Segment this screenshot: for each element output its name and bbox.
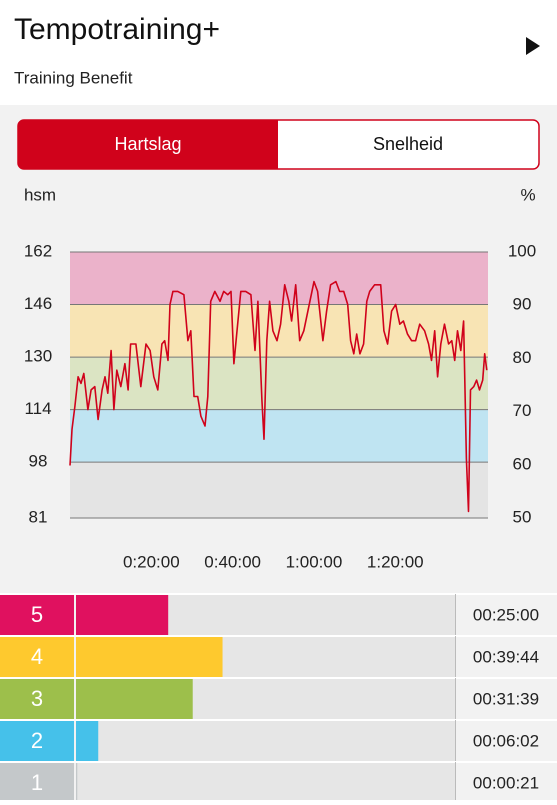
- zone-time: 00:39:44: [473, 647, 539, 666]
- play-button[interactable]: [526, 37, 540, 55]
- x-tick-label: 0:20:00: [123, 552, 180, 571]
- zone-label: 5: [31, 602, 43, 627]
- y-tick-label: 98: [29, 452, 48, 471]
- zone-row-bg: [76, 762, 455, 804]
- tab-label[interactable]: Hartslag: [114, 134, 181, 154]
- zone-label-cell: [0, 678, 74, 720]
- zone-time: 00:00:21: [473, 773, 539, 792]
- y2-tick-label: 100: [508, 241, 536, 260]
- time-cell: [456, 720, 557, 762]
- zone-label-cell: [0, 636, 74, 678]
- x-tick-label: 1:20:00: [367, 552, 424, 571]
- zone-band: [70, 462, 488, 518]
- zone-label-cell: [0, 594, 74, 636]
- tab-label[interactable]: Snelheid: [373, 134, 443, 154]
- y-tick-label: 130: [24, 347, 52, 366]
- y2-tick-label: 50: [513, 507, 532, 526]
- zone-bar: [76, 678, 193, 720]
- zone-label-cell: [0, 720, 74, 762]
- y-tick-label: 162: [24, 241, 52, 260]
- time-cell: [456, 678, 557, 720]
- y-tick-label: 81: [29, 507, 48, 526]
- zone-label: 4: [31, 644, 43, 669]
- zone-bar: [76, 594, 169, 636]
- zone-label: 1: [31, 770, 43, 795]
- zone-time: 00:06:02: [473, 731, 539, 750]
- y2-tick-label: 80: [513, 348, 532, 367]
- subtitle: Training Benefit: [14, 68, 133, 87]
- time-cell: [456, 636, 557, 678]
- zone-time: 00:31:39: [473, 689, 539, 708]
- zone-label: 2: [31, 728, 43, 753]
- y2-tick-label: 90: [513, 295, 532, 314]
- zone-band: [70, 409, 488, 463]
- y-axis-label: hsm: [24, 185, 56, 204]
- heart-rate-line: [69, 280, 488, 513]
- time-cell: [456, 594, 557, 636]
- zone-time: 00:25:00: [473, 605, 539, 624]
- y-tick-label: 146: [24, 294, 52, 313]
- y2-tick-label: 70: [513, 401, 532, 420]
- tab-active[interactable]: [18, 120, 278, 169]
- zone-bar: [76, 762, 78, 804]
- zone-row-bg: [76, 720, 455, 762]
- title: Tempotraining+: [14, 13, 220, 46]
- time-cell: [456, 762, 557, 804]
- zone-label-cell: [0, 762, 74, 804]
- zone-bar: [76, 720, 99, 762]
- zone-band: [70, 252, 488, 305]
- y-tick-label: 114: [24, 399, 51, 418]
- x-tick-label: 1:00:00: [286, 552, 343, 571]
- x-tick-label: 0:40:00: [204, 552, 261, 571]
- zone-label: 3: [31, 686, 43, 711]
- y2-tick-label: 60: [513, 454, 532, 473]
- zone-bar: [76, 636, 223, 678]
- y2-axis-label: %: [520, 185, 535, 204]
- zone-band: [70, 357, 488, 410]
